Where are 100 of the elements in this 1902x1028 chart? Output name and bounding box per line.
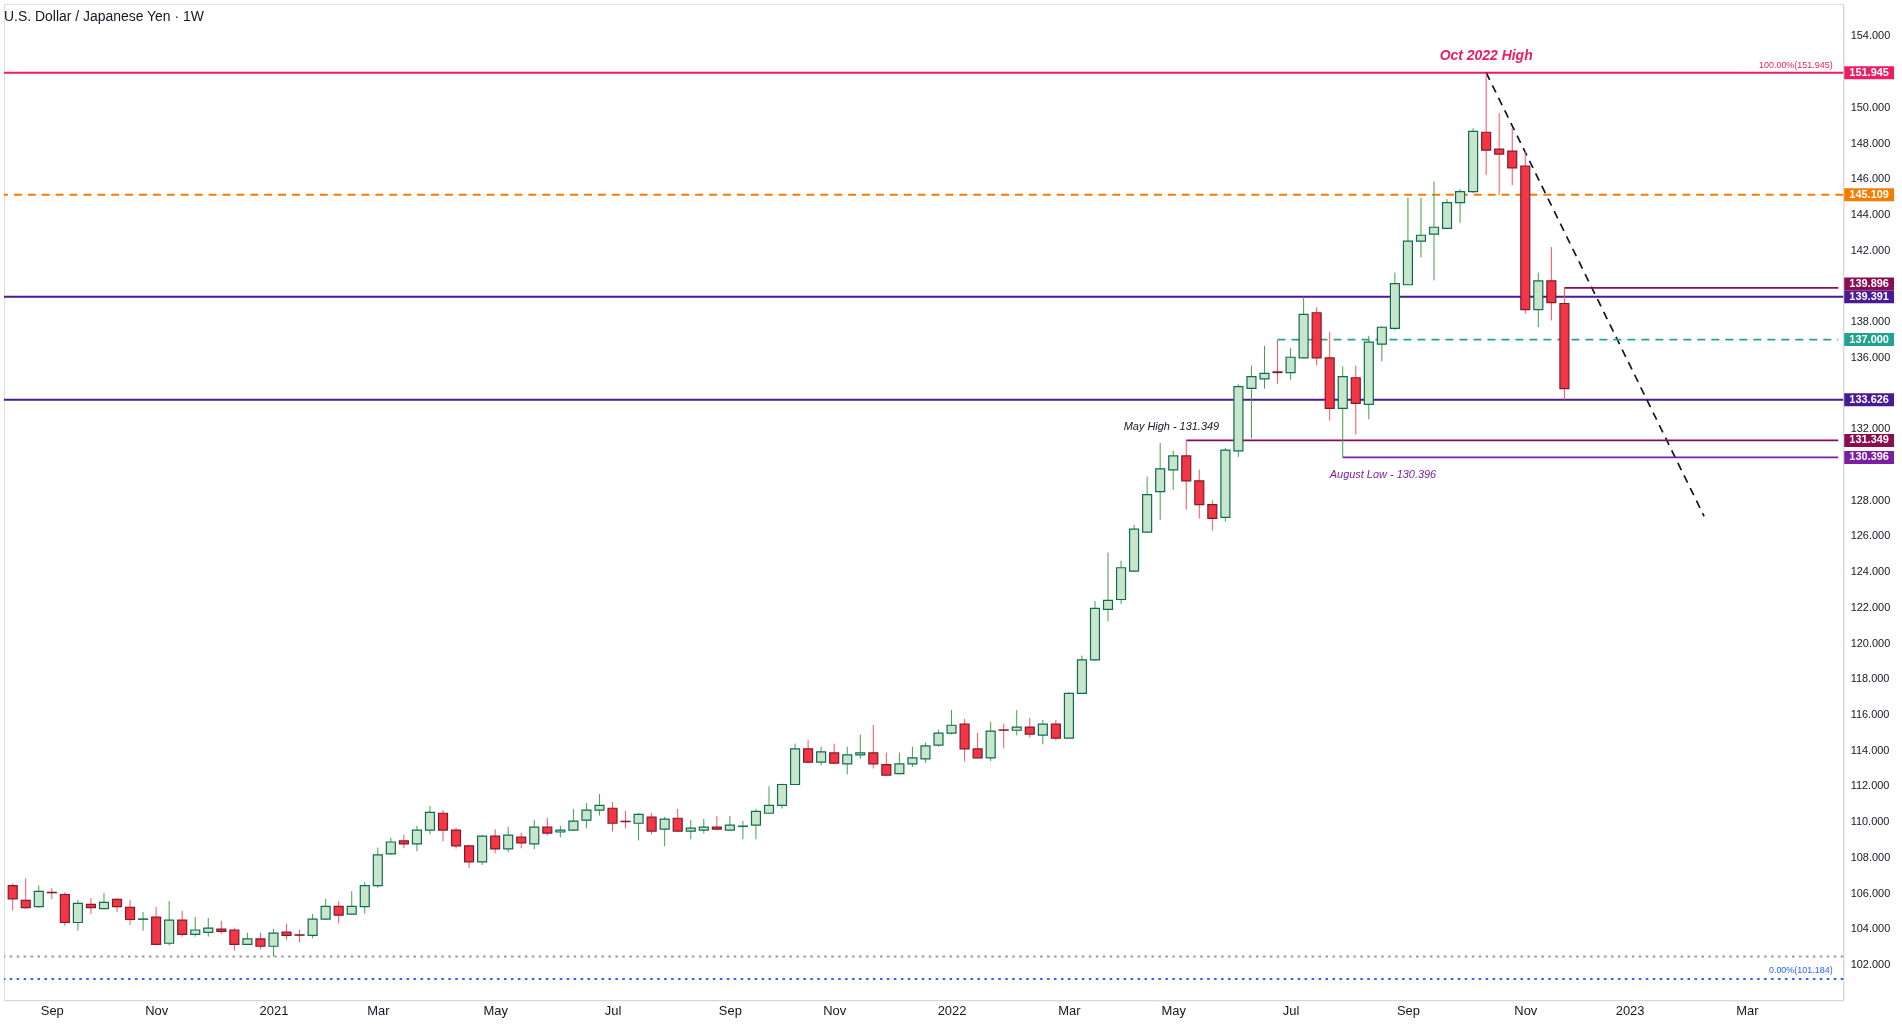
candlestick [33, 884, 44, 909]
candlestick [346, 890, 357, 916]
candlestick [946, 709, 957, 736]
candlestick [1155, 442, 1166, 521]
candlestick [1168, 450, 1179, 491]
candlestick [1272, 339, 1283, 385]
candlestick [724, 815, 735, 832]
candlestick [868, 724, 879, 769]
y-tick-label: 126.000 [1850, 529, 1891, 542]
x-tick-label: 2022 [937, 1002, 967, 1018]
data-label: 137.000 [1849, 332, 1889, 345]
candlestick [98, 892, 110, 910]
candlestick [177, 910, 188, 938]
candlestick [1507, 127, 1518, 186]
candlestick [1024, 717, 1035, 739]
x-tick-label: May [483, 1002, 509, 1018]
x-tick-label: 2023 [1615, 1002, 1645, 1018]
candlestick [803, 739, 814, 765]
y-tick-label: 120.000 [1850, 636, 1891, 649]
data-label: 131.349 [1849, 433, 1889, 446]
candlestick [164, 900, 175, 947]
candlestick [203, 917, 214, 938]
annotation: Oct 2022 High [1439, 46, 1533, 63]
candlestick [72, 899, 83, 932]
y-tick-label: 128.000 [1850, 493, 1891, 506]
x-tick-label: Nov [1514, 1002, 1538, 1018]
x-tick-label: Sep [1396, 1002, 1420, 1018]
x-tick-label: Sep [718, 1002, 742, 1018]
candlestick [7, 882, 18, 912]
candlestick [411, 825, 422, 852]
y-tick-label: 142.000 [1850, 243, 1891, 256]
candlestick [607, 801, 618, 832]
candlestick [855, 734, 866, 760]
annotation: 0.00%(101.184) [1768, 965, 1833, 976]
candlestick [737, 820, 748, 840]
x-tick-label: May [1161, 1002, 1187, 1018]
annotation: August Low - 130.396 [1328, 468, 1438, 481]
ref-line-label: 139.391 [1849, 289, 1889, 302]
candlestick [307, 913, 318, 939]
candlestick [503, 826, 514, 853]
candlestick [190, 916, 201, 938]
x-tick-label: Nov [823, 1002, 847, 1018]
y-tick-label: 136.000 [1850, 350, 1891, 363]
ref-line-label: 145.109 [1849, 187, 1889, 200]
candlestick [829, 743, 840, 766]
x-tick-label: Mar [1058, 1002, 1082, 1018]
candlestick [685, 819, 696, 840]
candlestick [907, 746, 918, 768]
candlestick [268, 928, 279, 957]
y-tick-label: 114.000 [1850, 743, 1890, 756]
candlestick [138, 911, 149, 932]
candlestick [1415, 197, 1427, 258]
candlestick [750, 808, 762, 840]
candlestick [568, 808, 579, 832]
annotation: May High - 131.349 [1123, 420, 1220, 433]
y-tick-label: 146.000 [1850, 172, 1891, 185]
candlestick [1285, 347, 1296, 381]
candlestick [1194, 469, 1205, 520]
candlestick [1011, 709, 1022, 736]
x-tick-label: Nov [145, 1002, 169, 1018]
y-tick-label: 116.000 [1850, 708, 1890, 720]
data-label: 139.896 [1849, 276, 1889, 289]
candlestick [1037, 719, 1048, 745]
x-tick-label: Sep [40, 1002, 64, 1018]
candlestick [124, 899, 136, 926]
candlestick [359, 881, 370, 915]
x-tick-label: Mar [1736, 1002, 1760, 1018]
candlestick [763, 785, 775, 815]
candlestick [633, 812, 644, 841]
candlestick [581, 802, 592, 829]
candlestick [1546, 246, 1557, 321]
candlestick [450, 827, 462, 850]
candlestick [1481, 72, 1492, 176]
candlestick [672, 808, 683, 832]
candlestick [1376, 325, 1387, 362]
y-tick-label: 106.000 [1850, 886, 1891, 899]
candlestick [659, 816, 670, 847]
candlestick [816, 746, 827, 766]
y-tick-label: 108.000 [1850, 850, 1891, 863]
candlestick [424, 805, 436, 835]
candlestick [398, 834, 409, 849]
candlestick [842, 746, 853, 775]
candlestick [776, 783, 788, 810]
candlestick [20, 877, 31, 910]
y-tick-label: 124.000 [1850, 565, 1891, 578]
data-label: 130.396 [1849, 450, 1889, 463]
y-tick-label: 102.000 [1850, 957, 1891, 970]
candlestick [1259, 345, 1270, 390]
y-tick-label: 132.000 [1850, 422, 1891, 435]
y-tick-label: 122.000 [1850, 600, 1891, 613]
candlestick [920, 742, 931, 764]
candlestick [229, 927, 240, 952]
y-tick-label: 110.000 [1850, 815, 1890, 828]
ref-line-label: 151.945 [1849, 65, 1889, 78]
candlestick [1102, 552, 1114, 622]
candlestick [646, 812, 657, 835]
x-tick-label: Jul [604, 1002, 622, 1018]
candlestick [1050, 719, 1061, 741]
chart-title: U.S. Dollar / Japanese Yen · 1W [3, 7, 205, 24]
candlestick [998, 723, 1009, 749]
